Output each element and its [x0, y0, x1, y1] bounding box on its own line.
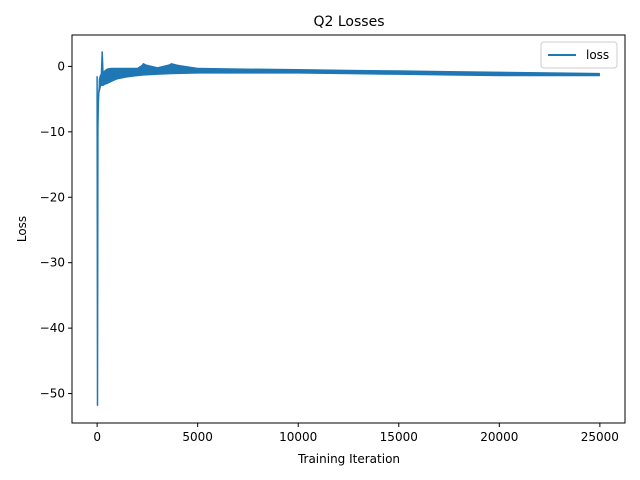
y-tick-label: 0	[57, 59, 65, 73]
legend-label-loss: loss	[586, 48, 609, 62]
x-axis-ticks: 0 5000 10000 15000 20000 25000	[93, 423, 619, 444]
x-tick-label: 15000	[380, 430, 418, 444]
plot-area	[96, 51, 600, 407]
legend-box	[540, 41, 618, 69]
y-tick-label: −30	[40, 256, 65, 270]
y-tick-label: −40	[40, 321, 65, 335]
axes-frame	[71, 34, 626, 424]
y-tick-label: −20	[40, 190, 65, 204]
y-axis-ticks: 0 −10 −20 −30 −40 −50	[40, 59, 72, 401]
chart-title: Q2 Losses	[314, 14, 385, 30]
y-tick-label: −50	[40, 387, 65, 401]
x-tick-label: 20000	[480, 430, 518, 444]
series-layer	[96, 51, 600, 407]
y-tick-label: −10	[40, 125, 65, 139]
loss-line	[96, 51, 600, 407]
x-axis-label: Training Iteration	[297, 452, 400, 466]
legend: loss	[540, 41, 618, 69]
x-tick-label: 5000	[182, 430, 213, 444]
x-tick-label: 0	[93, 430, 101, 444]
x-tick-label: 25000	[581, 430, 619, 444]
y-axis-label: Loss	[15, 216, 29, 242]
x-tick-label: 10000	[279, 430, 317, 444]
